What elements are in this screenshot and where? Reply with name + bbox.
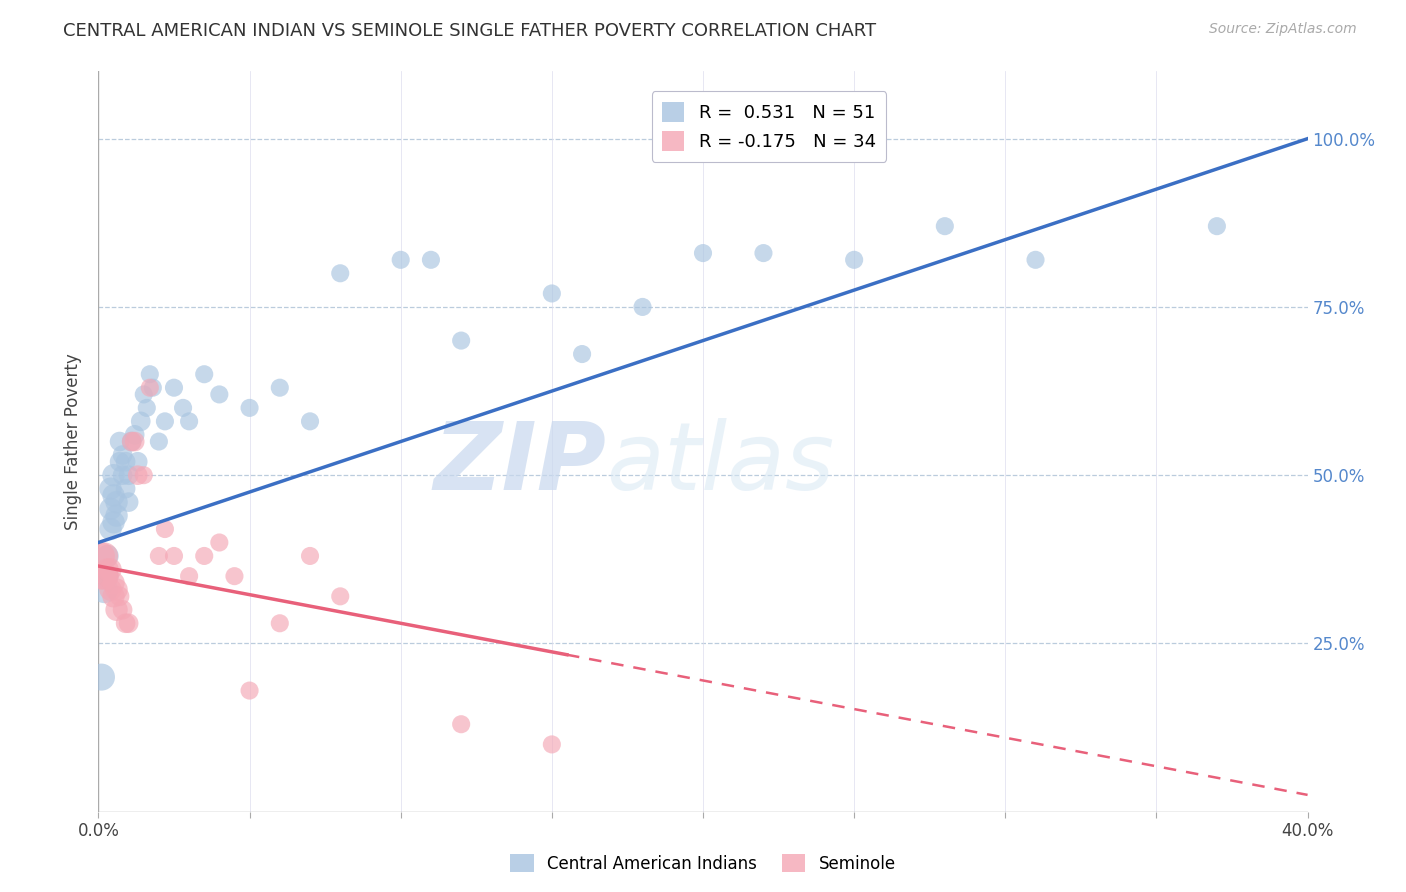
Point: [163, 549, 186, 563]
Point: [118, 616, 141, 631]
Point: [752, 246, 775, 260]
Point: [108, 434, 131, 449]
Point: [450, 334, 472, 348]
Point: [118, 468, 141, 483]
Legend: R =  0.531   N = 51, R = -0.175   N = 34: R = 0.531 N = 51, R = -0.175 N = 34: [651, 92, 886, 162]
Point: [103, 468, 125, 483]
Point: [103, 575, 125, 590]
Point: [103, 516, 125, 530]
Point: [105, 508, 128, 523]
Point: [163, 381, 186, 395]
Point: [224, 569, 246, 583]
Point: [540, 286, 562, 301]
Point: [96, 549, 118, 563]
Point: [148, 549, 170, 563]
Point: [100, 562, 122, 576]
Point: [208, 535, 231, 549]
Point: [90, 569, 112, 583]
Point: [100, 482, 122, 496]
Point: [420, 252, 443, 267]
Text: Source: ZipAtlas.com: Source: ZipAtlas.com: [1209, 22, 1357, 37]
Point: [132, 468, 155, 483]
Point: [450, 717, 472, 731]
Point: [127, 455, 149, 469]
Point: [1206, 219, 1229, 234]
Point: [239, 683, 262, 698]
Point: [631, 300, 654, 314]
Point: [105, 582, 128, 597]
Point: [1024, 252, 1046, 267]
Point: [96, 569, 118, 583]
Point: [114, 616, 136, 631]
Text: CENTRAL AMERICAN INDIAN VS SEMINOLE SINGLE FATHER POVERTY CORRELATION CHART: CENTRAL AMERICAN INDIAN VS SEMINOLE SING…: [63, 22, 876, 40]
Point: [111, 468, 134, 483]
Point: [105, 495, 128, 509]
Point: [148, 434, 170, 449]
Point: [172, 401, 194, 415]
Y-axis label: Single Father Poverty: Single Father Poverty: [65, 353, 83, 530]
Point: [179, 569, 201, 583]
Point: [103, 590, 125, 604]
Point: [208, 387, 231, 401]
Point: [329, 590, 352, 604]
Point: [153, 414, 176, 428]
Point: [93, 549, 115, 563]
Point: [105, 603, 128, 617]
Point: [90, 670, 112, 684]
Point: [111, 603, 134, 617]
Point: [100, 501, 122, 516]
Point: [239, 401, 262, 415]
Point: [103, 488, 125, 502]
Point: [118, 495, 141, 509]
Point: [269, 381, 291, 395]
Point: [692, 246, 714, 260]
Point: [124, 427, 146, 442]
Point: [540, 738, 562, 752]
Point: [93, 582, 115, 597]
Point: [179, 414, 201, 428]
Point: [100, 522, 122, 536]
Point: [96, 562, 118, 576]
Point: [329, 266, 352, 280]
Point: [299, 414, 322, 428]
Point: [127, 468, 149, 483]
Point: [100, 582, 122, 597]
Point: [129, 414, 152, 428]
Point: [124, 434, 146, 449]
Point: [571, 347, 593, 361]
Point: [153, 522, 176, 536]
Point: [844, 252, 866, 267]
Point: [111, 448, 134, 462]
Point: [299, 549, 322, 563]
Point: [121, 434, 143, 449]
Point: [142, 381, 165, 395]
Point: [135, 401, 157, 415]
Point: [132, 387, 155, 401]
Point: [269, 616, 291, 631]
Point: [114, 482, 136, 496]
Point: [121, 434, 143, 449]
Point: [389, 252, 412, 267]
Point: [139, 381, 162, 395]
Legend: Central American Indians, Seminole: Central American Indians, Seminole: [503, 847, 903, 880]
Point: [108, 455, 131, 469]
Point: [93, 569, 115, 583]
Point: [934, 219, 956, 234]
Point: [193, 549, 215, 563]
Point: [139, 368, 162, 382]
Point: [90, 549, 112, 563]
Point: [193, 368, 215, 382]
Point: [114, 455, 136, 469]
Text: atlas: atlas: [606, 418, 835, 509]
Text: ZIP: ZIP: [433, 417, 606, 509]
Point: [96, 569, 118, 583]
Point: [108, 590, 131, 604]
